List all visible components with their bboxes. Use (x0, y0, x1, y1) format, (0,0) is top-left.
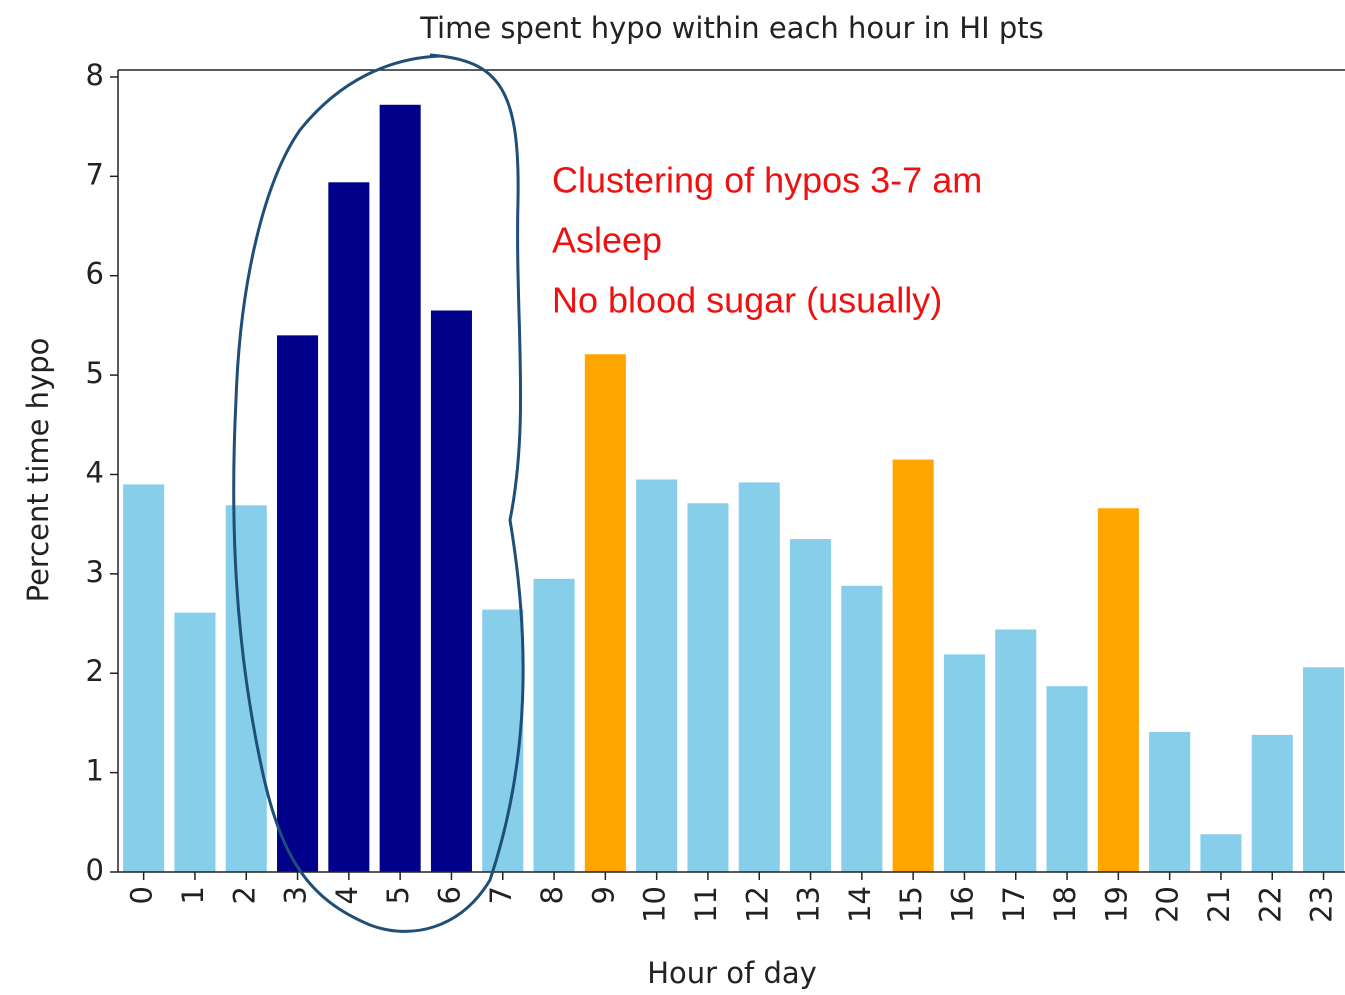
x-tick-label: 20 (1151, 886, 1185, 923)
x-tick-label: 22 (1253, 886, 1287, 923)
x-tick-label: 13 (792, 886, 826, 923)
bar (1303, 667, 1345, 872)
x-tick-label: 10 (638, 886, 672, 923)
x-tick-label: 9 (586, 886, 620, 904)
x-tick-label: 6 (432, 886, 466, 904)
bar (379, 104, 421, 873)
y-tick-label: 1 (86, 754, 104, 788)
bar (1200, 834, 1242, 872)
x-tick-label: 8 (535, 886, 569, 904)
x-tick-label: 7 (484, 886, 518, 904)
bar (738, 482, 780, 872)
x-tick-label: 17 (997, 886, 1031, 923)
x-tick-label: 23 (1305, 886, 1339, 923)
bar (1251, 734, 1293, 872)
bar (533, 578, 575, 872)
bar (277, 335, 319, 873)
axes-frame (117, 69, 1345, 873)
x-tick-label: 0 (125, 886, 159, 904)
x-tick-label: 19 (1099, 886, 1133, 923)
annotation: Clustering of hypos 3-7 am (552, 160, 982, 201)
y-tick-label: 4 (86, 455, 104, 489)
x-tick-label: 18 (1048, 886, 1082, 923)
x-tick-label: 12 (740, 886, 774, 923)
y-tick-label: 3 (86, 555, 104, 589)
x-tick-label: 2 (227, 886, 261, 904)
x-tick-label: 3 (279, 886, 313, 904)
y-tick-label: 5 (86, 356, 104, 390)
bar (328, 182, 370, 873)
chart-title: Time spent hypo within each hour in HI p… (419, 11, 1044, 45)
x-axis-label: Hour of day (647, 956, 817, 990)
x-tick-label: 11 (689, 886, 723, 923)
x-tick-label: 16 (945, 886, 979, 923)
y-tick-label: 8 (86, 58, 104, 92)
x-tick-label: 5 (381, 886, 415, 904)
x-tick-label: 1 (176, 886, 210, 904)
bar (430, 310, 472, 872)
y-tick-label: 6 (86, 257, 104, 291)
bar (1046, 686, 1088, 872)
hand-drawn-circle (232, 53, 525, 933)
bar (636, 479, 678, 872)
bar (995, 629, 1037, 872)
annotation: No blood sugar (usually) (552, 280, 942, 321)
bar (584, 354, 626, 872)
bar (1149, 731, 1191, 872)
bar (687, 503, 729, 872)
y-tick-label: 7 (86, 157, 104, 191)
bar (123, 484, 165, 872)
bar (790, 539, 832, 872)
bar (841, 585, 883, 872)
x-tick-label: 4 (330, 886, 364, 904)
bar (892, 459, 934, 872)
x-tick-label: 15 (894, 886, 928, 923)
x-tick-label: 14 (843, 886, 877, 923)
y-tick-label: 2 (86, 654, 104, 688)
bar (482, 609, 524, 872)
bar (1097, 508, 1139, 872)
annotation: Asleep (552, 220, 662, 261)
y-axis-label: Percent time hypo (21, 338, 55, 603)
bar (174, 612, 216, 872)
x-tick-label: 21 (1202, 886, 1236, 923)
bar (943, 654, 985, 872)
y-tick-label: 0 (86, 853, 104, 887)
